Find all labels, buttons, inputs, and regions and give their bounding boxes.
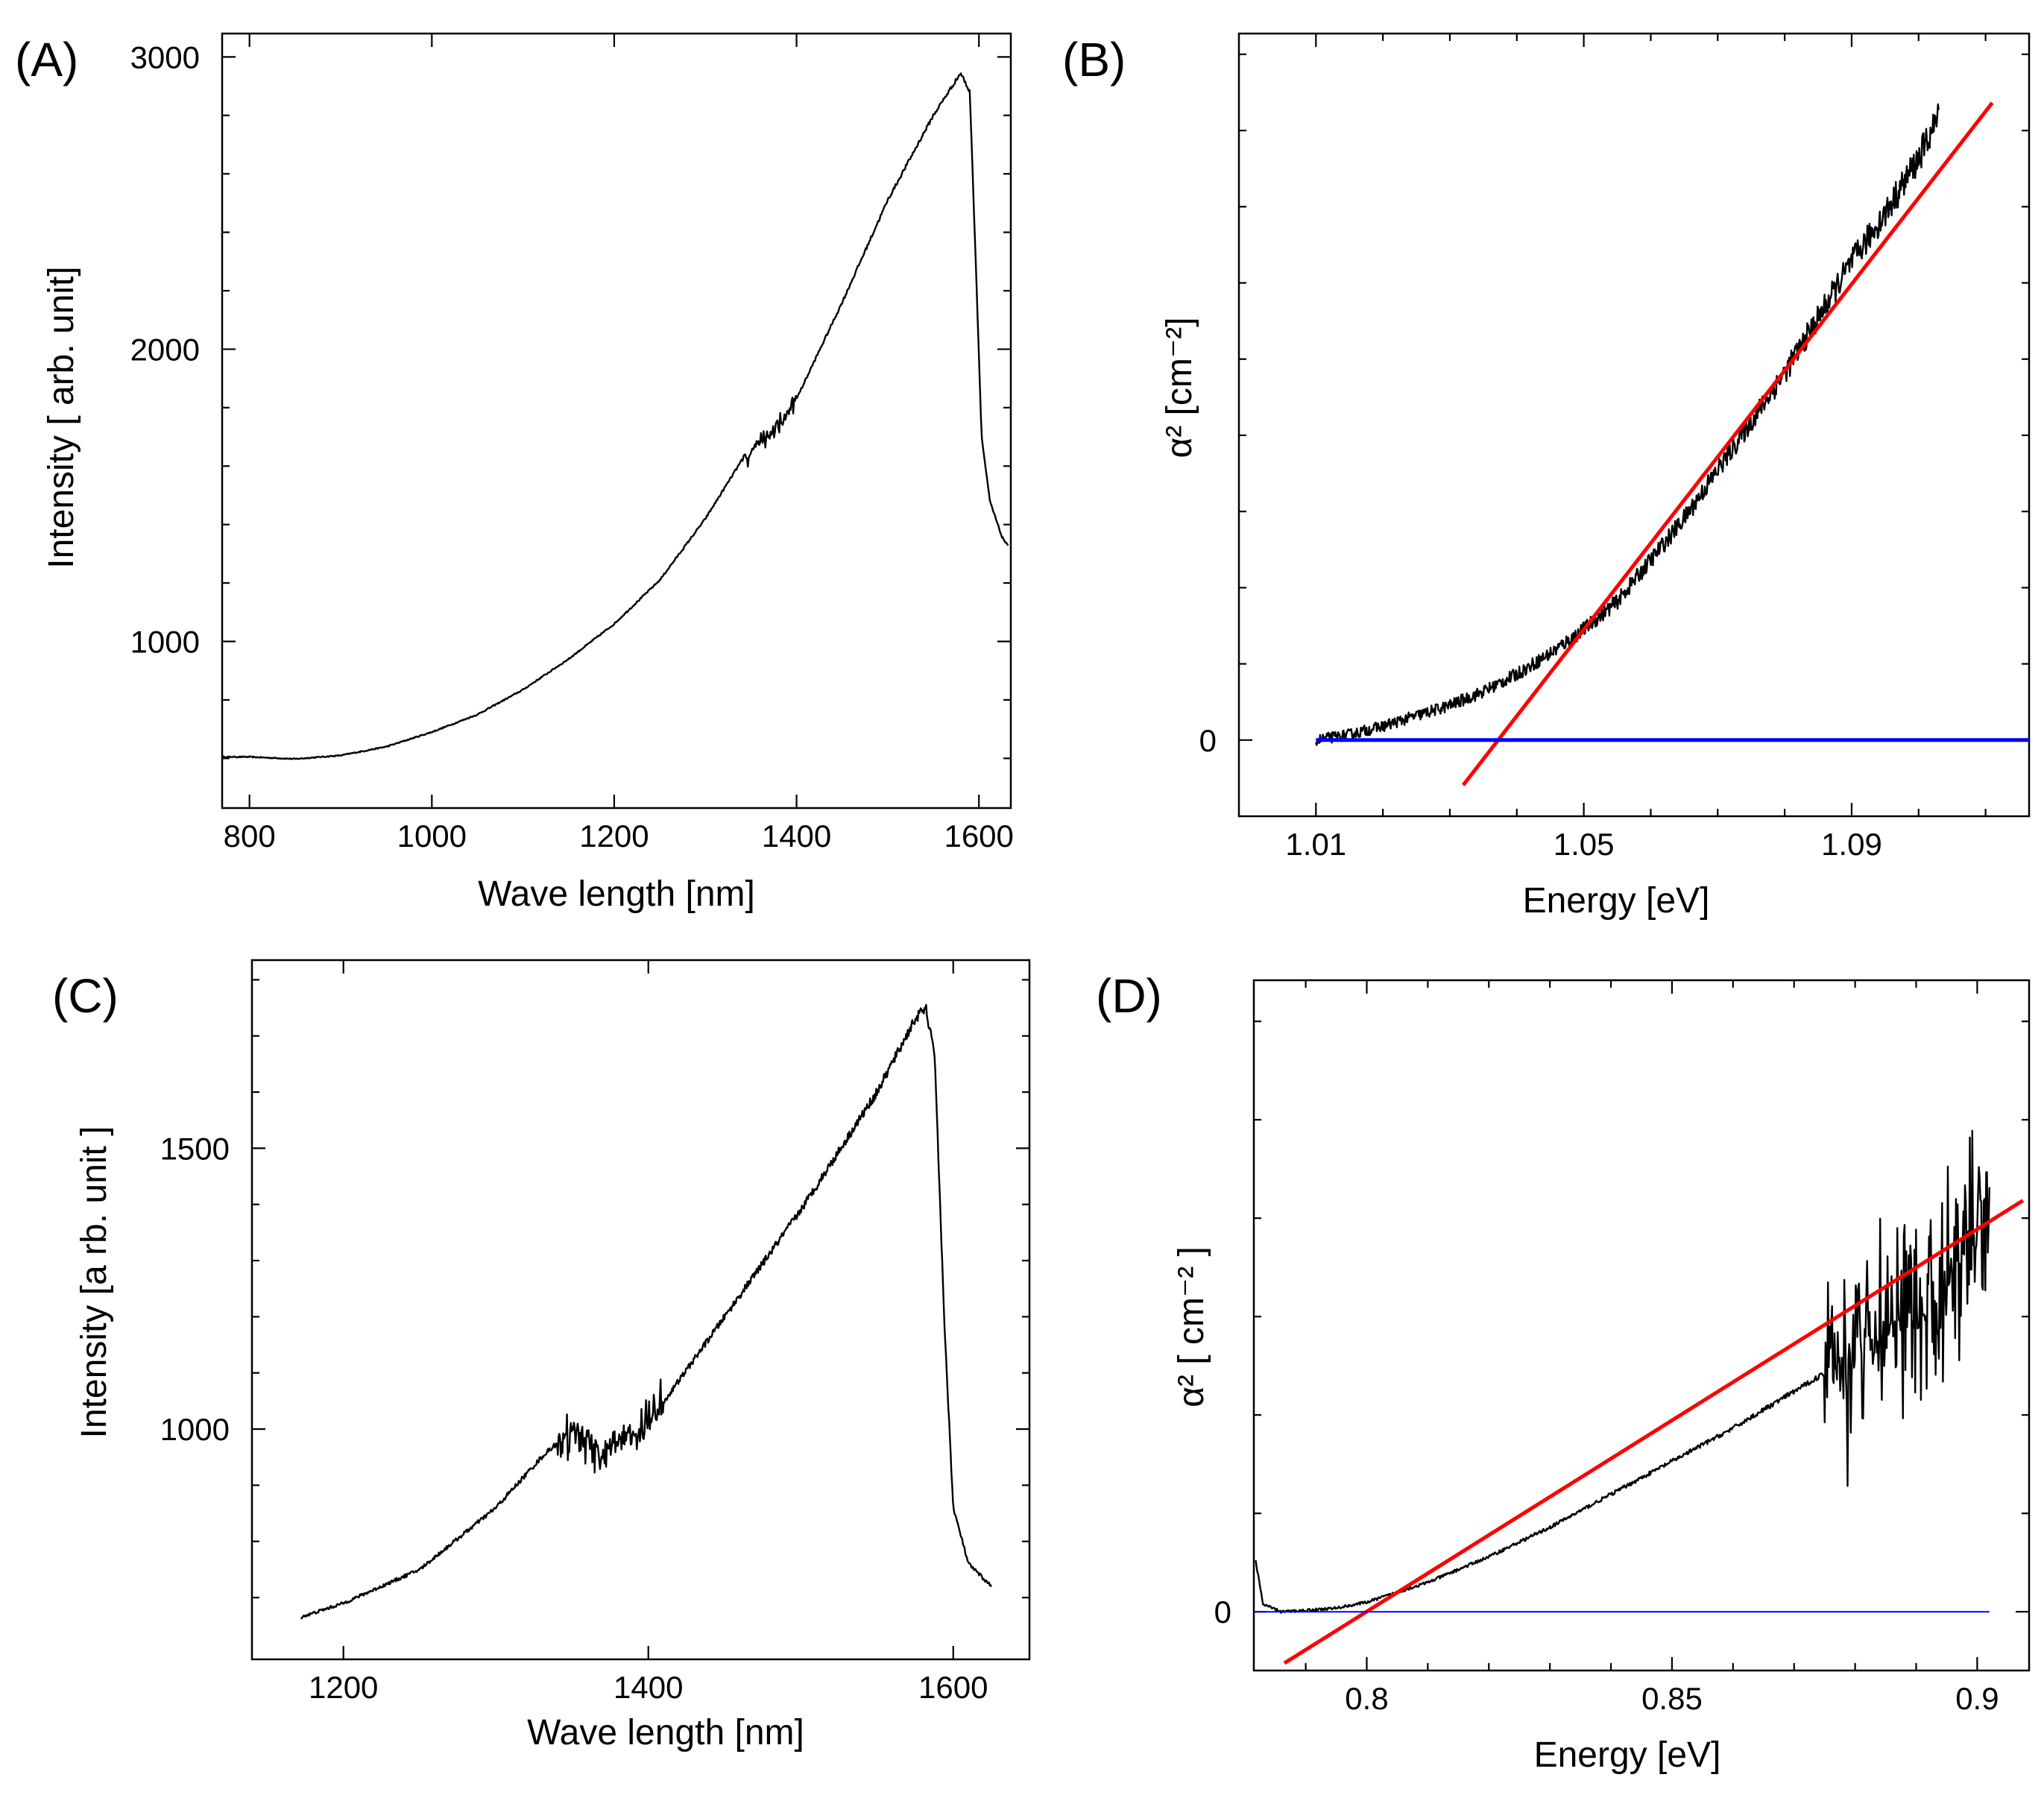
panel-b-marks (1315, 101, 2029, 786)
panel-c-label: (C) (52, 969, 119, 1023)
panel-b-series-linear-fit (1461, 101, 1994, 786)
panel-c-marks (300, 1003, 992, 1620)
panel-a-marks (221, 72, 1009, 760)
panel-a-series-PL-spectrum (221, 72, 1009, 760)
panel-a-y-axis-title: Intensity [ arb. unit] (42, 266, 81, 569)
panel-a-x-tick-label: 1600 (944, 818, 1013, 854)
panel-b-ticks: 1.01 1.05 1.09 0 (1199, 34, 2029, 862)
panel-a-x-tick-label: 800 (224, 818, 276, 854)
panel-c-ticks: 1200 1400 1600 1000 1500 (160, 960, 1029, 1705)
panel-a-label: (A) (15, 33, 78, 86)
panel-a-x-tick-label: 1000 (397, 818, 467, 854)
panel-d-x-tick-label: 0.8 (1345, 1681, 1388, 1716)
panel-b-plot-frame (1237, 32, 2031, 818)
panel-d-series-linear-fit (1283, 1199, 2025, 1665)
panel-a-ticks: 800 1000 1200 1400 1600 1000 2000 3000 (130, 34, 1014, 854)
panel-b-series-absorption (1315, 103, 1940, 746)
panel-a-x-axis-title: Wave length [nm] (478, 874, 755, 914)
panel-b-x-tick-label: 1.09 (1821, 827, 1882, 862)
panel-d-marks (1254, 1129, 2025, 1665)
panel-c-y-tick-label: 1000 (160, 1412, 230, 1447)
panel-a: (A) 800 1000 1200 1400 1600 1000 2000 3000 Wave… (15, 32, 1014, 914)
panel-c-x-tick-label: 1600 (918, 1670, 988, 1705)
panel-b: (B) 1.01 1.05 1.09 0 Energy [eV] α² [cm⁻²] (1062, 32, 2031, 921)
panel-d: (D) 0.8 0.85 0.9 0 Energy [eV] α² [ cm⁻² ] (1096, 969, 2031, 1775)
panel-c-x-tick-label: 1200 (309, 1670, 378, 1705)
panel-a-y-tick-label: 1000 (130, 625, 200, 660)
panel-a-x-tick-label: 1400 (762, 818, 831, 854)
panel-a-plot-frame (221, 32, 1012, 810)
panel-b-y-tick-label: 0 (1199, 723, 1217, 758)
panel-c-y-axis-title: Intensity [a rb. unit ] (75, 1126, 114, 1439)
panel-b-label: (B) (1062, 33, 1126, 86)
panel-b-x-tick-label: 1.05 (1553, 827, 1615, 862)
panel-d-label: (D) (1096, 969, 1162, 1023)
panel-c-y-tick-label: 1500 (160, 1131, 230, 1166)
panel-d-y-tick-label: 0 (1214, 1594, 1231, 1630)
panel-b-x-axis-title: Energy [eV] (1523, 881, 1710, 921)
panel-d-y-axis-title: α² [ cm⁻² ] (1172, 1246, 1211, 1407)
panel-c-plot-frame (250, 959, 1031, 1661)
panel-d-x-tick-label: 0.9 (1955, 1681, 1999, 1716)
panel-c-series-PL-spectrum (300, 1003, 992, 1620)
panel-a-y-tick-label: 2000 (130, 332, 200, 367)
panel-d-plot-frame (1252, 979, 2031, 1672)
panel-b-y-axis-title: α² [cm⁻²] (1160, 317, 1199, 458)
panel-d-x-axis-title: Energy [eV] (1534, 1735, 1721, 1775)
panel-d-series-absorption (1255, 1129, 1990, 1614)
panel-d-x-tick-label: 0.85 (1641, 1681, 1703, 1716)
panel-d-ticks: 0.8 0.85 0.9 0 (1214, 980, 2029, 1716)
panel-a-x-tick-label: 1200 (579, 818, 649, 854)
panel-c-x-tick-label: 1400 (613, 1670, 683, 1705)
panel-c-x-axis-title: Wave length [nm] (527, 1713, 804, 1753)
panel-c: (C) 1200 1400 1600 1000 1500 Wave length [nm… (52, 959, 1031, 1753)
panel-b-x-tick-label: 1.01 (1285, 827, 1346, 862)
panel-a-y-tick-label: 3000 (130, 40, 200, 75)
